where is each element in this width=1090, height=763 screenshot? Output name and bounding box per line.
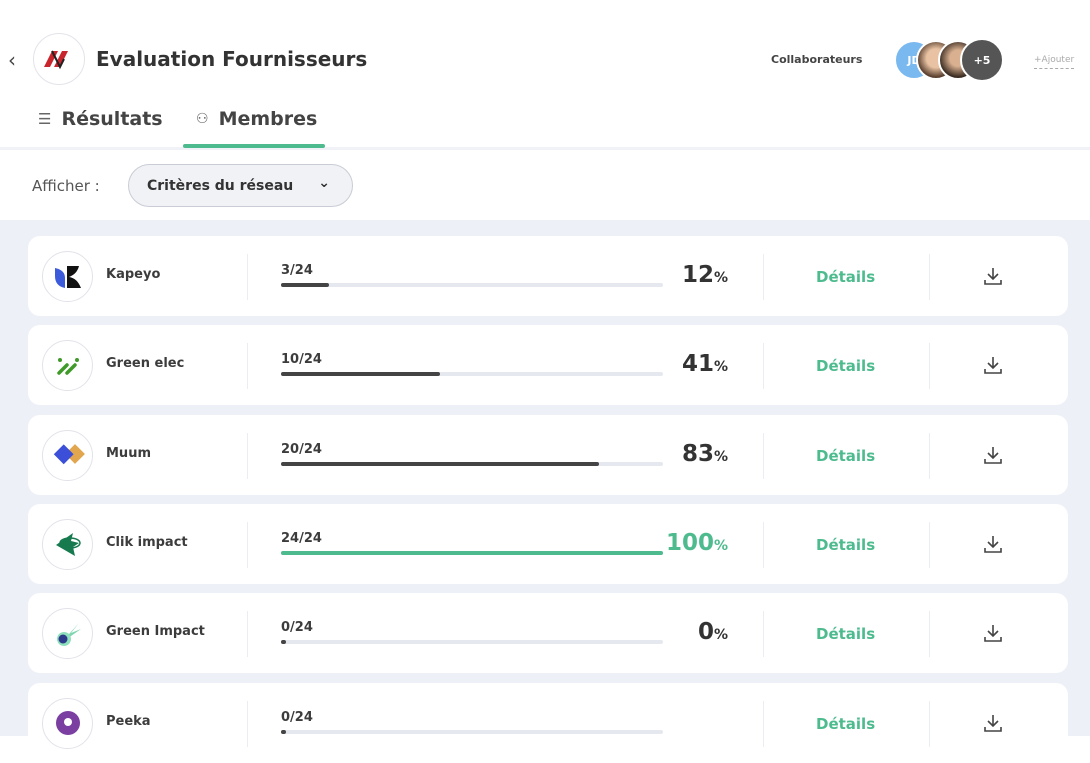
score-label: 0/24 (281, 620, 313, 636)
details-link[interactable]: Détails (816, 714, 876, 733)
percent-value: 100% (665, 529, 728, 556)
supplier-row: Peeka 0/24 Détails (28, 682, 1068, 763)
divider (929, 432, 930, 479)
divider (247, 700, 248, 747)
divider (929, 700, 930, 747)
percent-value: 0% (697, 619, 728, 646)
supplier-name: Peeka (106, 713, 151, 729)
divider (247, 254, 248, 300)
divider (247, 611, 248, 658)
progress-fill (281, 640, 286, 645)
progress-bar (281, 461, 663, 466)
download-icon[interactable] (983, 713, 1003, 737)
progress-bar (281, 372, 663, 377)
progress-fill (281, 283, 329, 287)
supplier-name: Clik impact (106, 534, 188, 550)
select-value: Critères du réseau (147, 177, 294, 194)
divider (763, 611, 764, 658)
filter-label: Afficher : (32, 177, 100, 195)
divider (763, 343, 764, 390)
divider (929, 343, 930, 390)
progress-fill (281, 372, 441, 377)
tab-label: Résultats (61, 108, 163, 130)
supplier-row: Clik impact 24/24 100% Détails (28, 503, 1068, 584)
progress-bar (281, 729, 663, 734)
score-label: 24/24 (281, 530, 322, 546)
progress-bar (281, 550, 663, 555)
supplier-name: Green Impact (106, 624, 205, 640)
divider (763, 700, 764, 747)
score-label: 20/24 (281, 441, 322, 457)
chevron-down-icon: ⌄ (318, 175, 330, 191)
brand-logo (33, 33, 85, 85)
details-link[interactable]: Détails (816, 268, 876, 286)
supplier-row: Kapeyo 3/24 12% Détails (28, 236, 1068, 316)
divider (763, 432, 764, 479)
back-chevron-icon[interactable]: ‹ (8, 48, 16, 72)
supplier-logo (42, 340, 93, 392)
download-icon[interactable] (983, 266, 1003, 290)
details-link[interactable]: Détails (816, 535, 876, 554)
progress-fill (281, 461, 600, 466)
suppliers-list: Kapeyo 3/24 12% Détails Green elec 10/24… (0, 220, 1090, 763)
percent-value: 12% (681, 262, 728, 288)
collaborators-label: Collaborateurs (771, 53, 863, 66)
active-tab-indicator (183, 144, 325, 148)
details-link[interactable]: Détails (816, 625, 876, 644)
tabs-divider (0, 147, 1090, 150)
tab-membres[interactable]: ⚇ Membres (196, 108, 317, 130)
score-label: 0/24 (281, 709, 313, 725)
supplier-name: Kapeyo (106, 267, 161, 282)
divider (247, 432, 248, 479)
add-collaborator-link[interactable]: +Ajouter (1034, 55, 1075, 69)
progress-bar (281, 640, 663, 645)
details-link[interactable]: Détails (816, 357, 876, 376)
divider (763, 254, 764, 300)
supplier-logo (42, 608, 93, 660)
list-icon: ☰ (38, 110, 52, 128)
tab-label: Membres (218, 108, 318, 130)
supplier-row: Green Impact 0/24 0% Détails (28, 593, 1068, 674)
more-avatars-badge[interactable]: +5 (960, 38, 1004, 82)
supplier-row: Muum 20/24 83% Détails (28, 414, 1068, 495)
supplier-logo (42, 697, 93, 749)
percent-value: 41% (681, 351, 728, 378)
download-icon[interactable] (983, 534, 1003, 558)
details-link[interactable]: Détails (816, 446, 876, 465)
progress-fill (281, 550, 663, 555)
score-label: 10/24 (281, 352, 322, 368)
divider (929, 254, 930, 300)
score-label: 3/24 (281, 263, 313, 278)
supplier-logo (42, 251, 93, 302)
divider (763, 521, 764, 568)
supplier-logo (42, 429, 93, 481)
progress-fill (281, 729, 286, 734)
divider (929, 611, 930, 658)
page-title: Evaluation Fournisseurs (96, 47, 368, 71)
download-icon[interactable] (983, 445, 1003, 469)
supplier-logo (42, 518, 93, 570)
divider (929, 521, 930, 568)
divider (247, 343, 248, 390)
users-icon: ⚇ (196, 111, 209, 127)
progress-bar (281, 283, 663, 287)
supplier-name: Green elec (106, 356, 185, 372)
criteria-select[interactable]: Critères du réseau ⌄ (128, 164, 353, 207)
supplier-name: Muum (106, 445, 151, 461)
download-icon[interactable] (983, 623, 1003, 647)
supplier-row: Green elec 10/24 41% Détails (28, 325, 1068, 406)
download-icon[interactable] (983, 355, 1003, 379)
header: ‹ Evaluation Fournisseurs Collaborateurs… (0, 0, 1090, 220)
tab-resultats[interactable]: ☰ Résultats (38, 108, 163, 130)
divider (247, 521, 248, 568)
percent-value: 83% (681, 440, 728, 467)
